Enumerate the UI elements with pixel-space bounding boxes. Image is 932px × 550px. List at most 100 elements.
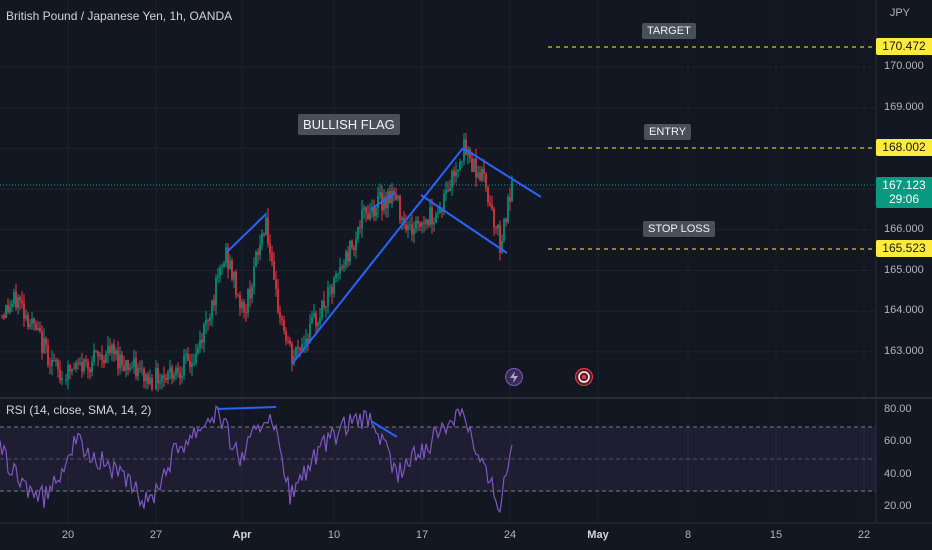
candle-body — [121, 354, 123, 366]
candle-body — [371, 207, 373, 213]
candle-body — [49, 365, 51, 366]
candle-body — [263, 233, 265, 236]
rsi-divergence-line-1[interactable] — [216, 406, 277, 410]
candle-body — [123, 365, 125, 371]
time-tick-label: 20 — [61, 529, 75, 541]
stop-loss-price-tag: 165.523 — [876, 240, 932, 257]
rsi-line — [0, 405, 513, 514]
candle-body — [487, 187, 489, 203]
currency-label[interactable]: JPY — [889, 7, 910, 19]
lightning-icon[interactable] — [505, 368, 523, 386]
candle-body — [117, 350, 119, 369]
candle-body — [247, 289, 249, 313]
candle-body — [329, 286, 331, 288]
candle-body — [57, 359, 59, 370]
candle-body — [83, 359, 85, 372]
candle-body — [355, 238, 357, 251]
candle-body — [177, 368, 179, 373]
candle-body — [295, 346, 297, 357]
candle-body — [401, 217, 403, 221]
candle-body — [37, 328, 39, 330]
candle-body — [457, 169, 459, 172]
candle-body — [317, 323, 319, 326]
candle-body — [87, 361, 89, 370]
candle-body — [209, 317, 211, 321]
candle-body — [11, 303, 13, 308]
candle-body — [387, 191, 389, 209]
candle-body — [211, 300, 213, 318]
candle-body — [339, 267, 341, 274]
rsi-divergence-line-2[interactable] — [370, 420, 398, 438]
candle-body — [273, 261, 275, 280]
candle-body — [207, 319, 209, 321]
candle-body — [471, 158, 473, 172]
trendline-flag-upper[interactable] — [462, 147, 542, 198]
target-icon[interactable] — [575, 368, 593, 386]
entry-label[interactable]: ENTRY — [644, 124, 692, 140]
candle-body — [15, 291, 17, 308]
candle-body — [421, 222, 423, 227]
candle-body — [299, 347, 301, 351]
candle-body — [1, 315, 3, 317]
candle-body — [219, 267, 221, 276]
candle-body — [165, 377, 167, 380]
candle-body — [9, 307, 11, 312]
candle-body — [225, 247, 227, 263]
price-tick-label: 165.000 — [884, 263, 924, 276]
candle-body — [191, 363, 193, 367]
target-label[interactable]: TARGET — [642, 23, 696, 39]
candle-body — [223, 262, 225, 267]
candle-body — [93, 350, 95, 362]
rsi-title[interactable]: RSI (14, close, SMA, 14, 2) — [6, 403, 152, 417]
countdown-value: 29:06 — [888, 192, 920, 206]
time-tick-label: 27 — [149, 529, 163, 541]
trendline-swing[interactable] — [370, 192, 396, 210]
candle-body — [311, 316, 313, 324]
stop-loss-label[interactable]: STOP LOSS — [643, 221, 715, 237]
trendline-flag-lower[interactable] — [420, 194, 508, 254]
candle-body — [77, 362, 79, 364]
candle-body — [231, 260, 233, 280]
time-tick-label: 15 — [769, 529, 783, 541]
candle-body — [249, 289, 251, 299]
candle-body — [369, 212, 371, 219]
candle-body — [291, 344, 293, 364]
candle-body — [505, 218, 507, 223]
trendline-flagpole-2[interactable] — [291, 147, 464, 365]
candle-body — [171, 367, 173, 379]
candle-body — [145, 374, 147, 382]
candle-body — [413, 228, 415, 235]
candle-body — [491, 204, 493, 209]
bullish-flag-label[interactable]: BULLISH FLAG — [298, 114, 400, 135]
candle-body — [155, 367, 157, 390]
target-price-tag: 170.472 — [876, 38, 932, 55]
candle-body — [233, 271, 235, 280]
candle-body — [127, 360, 129, 370]
candle-body — [411, 224, 413, 235]
candle-body — [115, 350, 117, 355]
candle-body — [385, 196, 387, 209]
candle-body — [267, 217, 269, 244]
candle-body — [379, 192, 381, 196]
symbol-title[interactable]: British Pound / Japanese Yen, 1h, OANDA — [6, 9, 233, 23]
candle-body — [237, 295, 239, 296]
candle-body — [7, 304, 9, 312]
candle-body — [27, 314, 29, 328]
time-tick-label: 10 — [327, 529, 341, 541]
trendline-flagpole-1[interactable] — [226, 213, 267, 253]
candle-body — [175, 368, 177, 375]
candle-body — [19, 297, 21, 301]
candle-body — [103, 359, 105, 363]
candle-body — [353, 247, 355, 251]
price-tick-label: 169.000 — [884, 100, 924, 113]
candle-body — [441, 209, 443, 212]
candle-body — [195, 353, 197, 364]
candle-body — [213, 300, 215, 306]
candle-body — [73, 368, 75, 370]
candle-body — [313, 313, 315, 317]
candle-body — [301, 344, 303, 351]
candle-body — [45, 338, 47, 346]
candle-body — [217, 275, 219, 278]
candle-body — [279, 312, 281, 319]
